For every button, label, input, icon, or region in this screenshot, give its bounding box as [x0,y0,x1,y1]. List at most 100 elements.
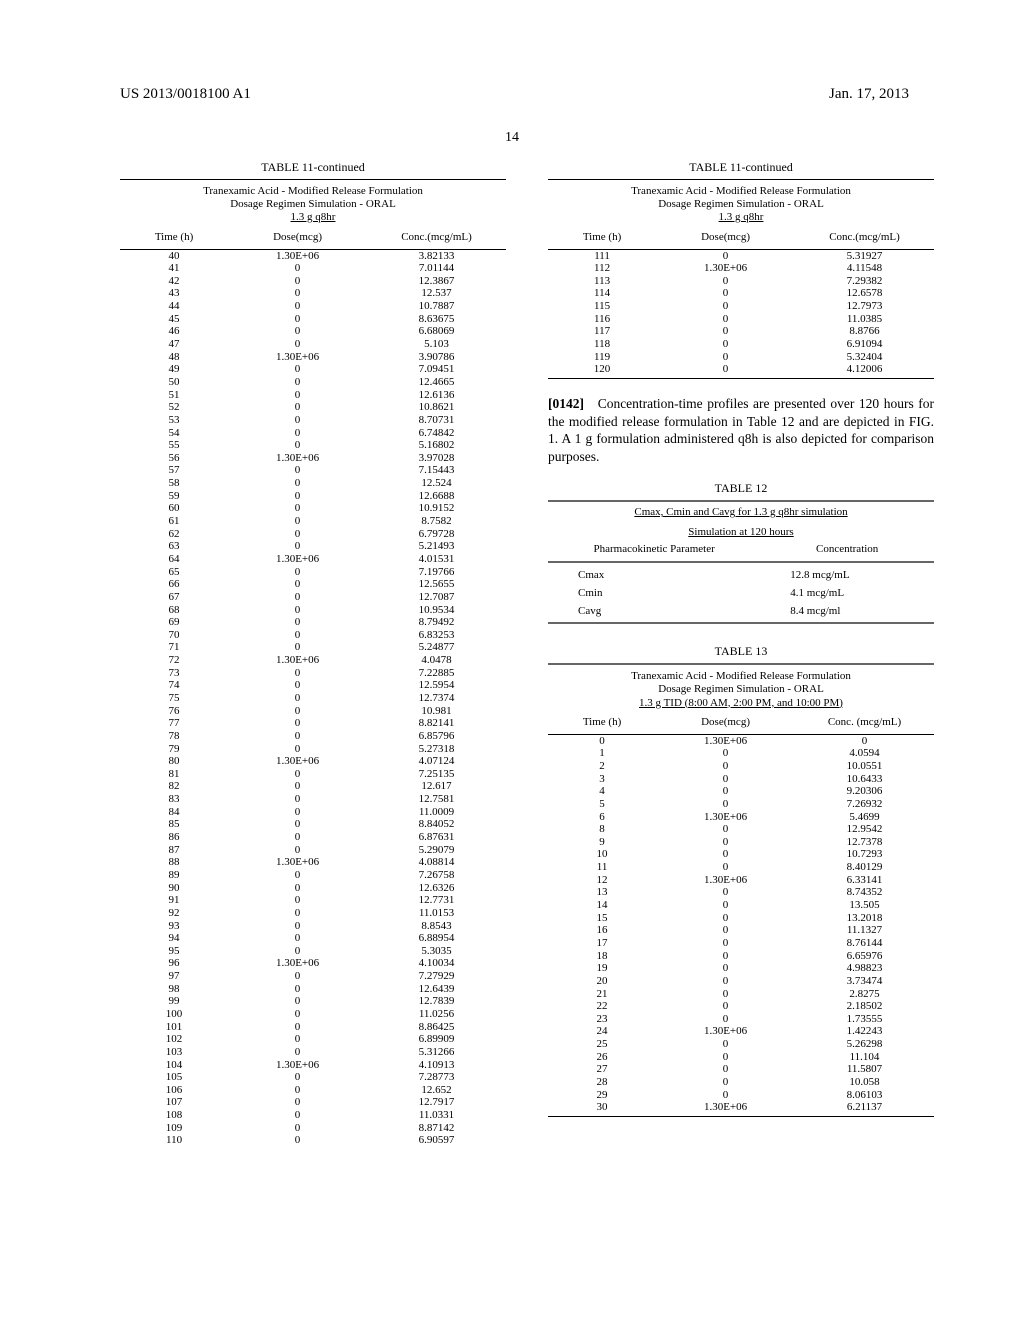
table-cell: 4.1 mcg/mL [760,584,934,602]
table-cell: 12.6326 [367,882,506,895]
table-cell: 11.0009 [367,806,506,819]
table-cell: 105 [120,1071,228,1084]
table-cell: 4.12006 [795,363,934,376]
table-cell: 116 [548,313,656,326]
col-conc: Conc.(mcg/mL) [367,225,506,249]
table-cell: 0 [228,616,367,629]
table-cell: 3 [548,773,656,786]
table-cell: 6.88954 [367,932,506,945]
table-cell: 0 [228,932,367,945]
table-cell: 0 [228,717,367,730]
table-row: 4705.103 [120,338,506,351]
col-param: Pharmacokinetic Parameter [548,540,760,558]
table-cell: 21 [548,988,656,1001]
table-cell: 28 [548,1076,656,1089]
col-dose: Dose(mcg) [656,225,795,249]
table-cell: 6.85796 [367,730,506,743]
table-cell: 0 [228,692,367,705]
table-cell: 0 [656,1013,795,1026]
table-row: 43012.537 [120,287,506,300]
table-cell: 0 [656,937,795,950]
table-row: 3010.6433 [548,773,934,786]
table-cell: 120 [548,363,656,376]
table-cell: 57 [120,464,228,477]
table-cell: 119 [548,351,656,364]
table-cell: 114 [548,287,656,300]
table-row: 16011.1327 [548,924,934,937]
table-cell: 10.0551 [795,760,934,773]
table-12-header-row: Pharmacokinetic Parameter Concentration [548,540,934,558]
table-row: 11905.32404 [548,351,934,364]
table-row: 92011.0153 [120,907,506,920]
table-cell: 0 [228,427,367,440]
table-cell: 7.29382 [795,275,934,288]
table-cell: 4 [548,785,656,798]
table-row: 2505.26298 [548,1038,934,1051]
para-text: Concentration-time profiles are presente… [548,396,934,464]
table-cell: 7.22885 [367,667,506,680]
table-12-title: TABLE 12 [548,481,934,496]
table-cell: 0 [656,848,795,861]
table-cell: 10.981 [367,705,506,718]
table-cell: 1 [548,747,656,760]
table-cell: 1.30E+06 [656,1101,795,1114]
table-row: 14013.505 [548,899,934,912]
table-row: 7307.22885 [120,667,506,680]
table-cell: 0 [228,376,367,389]
table-cell: 11 [548,861,656,874]
table-row: 1108.40129 [548,861,934,874]
table-cell: 23 [548,1013,656,1026]
table-cell: 91 [120,894,228,907]
table-row: 66012.5655 [120,578,506,591]
table-cell: 11.104 [795,1051,934,1064]
table-cell: 0 [656,823,795,836]
table-cell: 0 [656,912,795,925]
table-row: 11708.8766 [548,325,934,338]
table-cell: 1.30E+06 [656,1025,795,1038]
table-cell: 0 [228,818,367,831]
table-row: 1904.98823 [548,962,934,975]
table-cell: 12 [548,874,656,887]
table-cell: 11.0331 [367,1109,506,1122]
table-row: 409.20306 [548,785,934,798]
table-cell: 82 [120,780,228,793]
table-row: Cavg8.4 mcg/ml [548,602,934,620]
table-cell: 0 [795,735,934,748]
table-cell: 0 [656,785,795,798]
table-cell: 5.3035 [367,945,506,958]
table-row: 6507.19766 [120,566,506,579]
table-cell: 89 [120,869,228,882]
table-cell: 8 [548,823,656,836]
table-cell: 7.27929 [367,970,506,983]
table-cell: 62 [120,528,228,541]
table-cell: 0 [228,275,367,288]
table-row: 7006.83253 [120,629,506,642]
table-row: 104.0594 [548,747,934,760]
table-cell: 7.01144 [367,262,506,275]
table-cell: 0 [656,1038,795,1051]
table-cell: 8.70731 [367,414,506,427]
table-cell: 0 [228,477,367,490]
table-cell: 1.30E+06 [228,755,367,768]
table-cell: 5.29079 [367,844,506,857]
table-row: 2102.8275 [548,988,934,1001]
table-cell: 6.65976 [795,950,934,963]
table-cell: 0 [656,1051,795,1064]
table-cell: 49 [120,363,228,376]
table-cell: 14 [548,899,656,912]
table-11-subtitle-right: Tranexamic Acid - Modified Release Formu… [548,185,934,225]
table-cell: 12.3867 [367,275,506,288]
table-cell: 70 [120,629,228,642]
table-cell: 0 [656,1089,795,1102]
table-cell: 7.09451 [367,363,506,376]
table-cell: 1.30E+06 [656,874,795,887]
table-cell: 0 [228,389,367,402]
table-row: 82012.617 [120,780,506,793]
table-row: 7806.85796 [120,730,506,743]
table-cell: 0 [656,1000,795,1013]
patent-number: US 2013/0018100 A1 [120,86,251,103]
table-cell: 0 [228,566,367,579]
table-cell: 4.11548 [795,262,934,275]
table-row: 10305.31266 [120,1046,506,1059]
table-cell: 10 [548,848,656,861]
